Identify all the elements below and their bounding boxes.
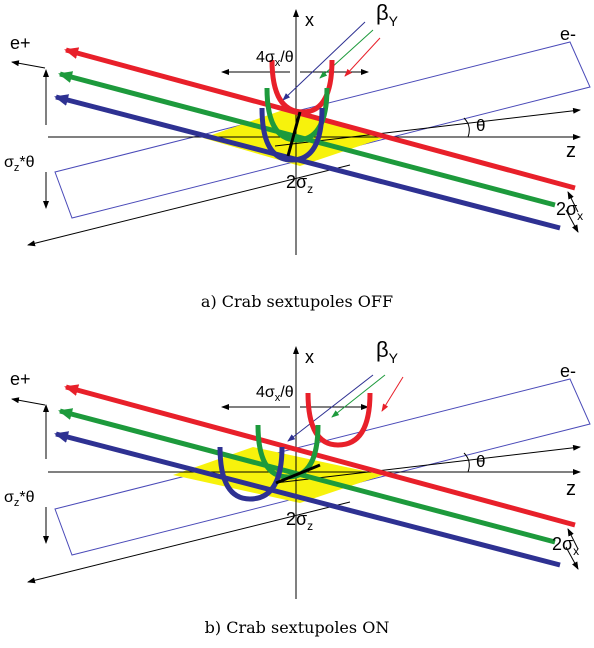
theta-arc — [463, 117, 470, 138]
sz-theta-label: σz*θ — [4, 154, 35, 174]
blue-beta-curve — [217, 446, 285, 502]
x-axis-label: x — [305, 347, 314, 367]
z-axis-label: z — [566, 140, 576, 162]
e-minus-label: e- — [560, 24, 576, 44]
e-minus-direction-arrow — [274, 107, 581, 147]
panel-b-caption: b) Crab sextupoles ON — [205, 618, 390, 637]
theta-label: θ — [476, 452, 485, 471]
panel-b: x z θ e+ e- βY 4σx/θ σz*θ 2σz 2σx b) Cra… — [4, 337, 591, 637]
e-minus-beam-box — [54, 378, 591, 556]
four-sigma-label: 4σx/θ — [256, 49, 294, 69]
red-beta-curve — [269, 59, 335, 115]
green-beam — [58, 408, 556, 545]
beta-pointer-red — [381, 376, 404, 412]
e-plus-direction-arrow — [11, 60, 46, 69]
e-plus-direction-arrow — [11, 397, 46, 406]
panel-a-caption: a) Crab sextupoles OFF — [201, 292, 393, 311]
e-minus-label: e- — [560, 361, 576, 381]
two-sigma-x-arrow — [565, 209, 579, 233]
two-sigma-z-label: 2σz — [286, 172, 313, 196]
two-sigma-x-arrow-b — [567, 191, 579, 213]
theta-arc — [463, 452, 470, 473]
lower-length-arrow — [27, 501, 351, 584]
beta-pointer-red — [344, 37, 381, 77]
two-sigma-x-arrow — [565, 546, 579, 570]
beta-pointer-blue — [282, 21, 366, 101]
z-axis-label: z — [566, 478, 576, 500]
two-sigma-z-label: 2σz — [286, 509, 313, 533]
x-axis-label: x — [305, 10, 314, 30]
blue-beta-curve — [259, 107, 325, 163]
beta-pointer-blue — [287, 374, 374, 442]
lower-length-arrow — [27, 164, 351, 247]
theta-label: θ — [476, 116, 485, 135]
two-sigma-x-label: 2σx — [552, 534, 579, 558]
e-minus-direction-arrow — [274, 444, 581, 484]
sz-theta-label: σz*θ — [4, 489, 35, 509]
panel-a: x z θ e+ e- βY 4σx/θ σz*θ 2σz 2σx a) Cra… — [4, 0, 591, 311]
two-sigma-x-arrow-b — [567, 528, 579, 550]
collision-line — [275, 463, 321, 485]
beta-y-label: βY — [376, 0, 399, 29]
collision-line — [286, 111, 302, 157]
blue-beam — [54, 431, 561, 568]
e-minus-beam-box — [54, 41, 591, 219]
beta-y-label: βY — [376, 337, 399, 366]
blue-beam — [54, 94, 561, 231]
two-sigma-x-label: 2σx — [556, 199, 583, 223]
e-plus-label: e+ — [10, 33, 31, 53]
e-plus-label: e+ — [10, 369, 31, 389]
beta-pointer-green — [331, 374, 386, 418]
red-beta-curve — [305, 392, 373, 448]
red-beam — [64, 384, 576, 528]
beta-pointer-green — [319, 29, 374, 79]
four-sigma-label: 4σx/θ — [256, 384, 294, 404]
